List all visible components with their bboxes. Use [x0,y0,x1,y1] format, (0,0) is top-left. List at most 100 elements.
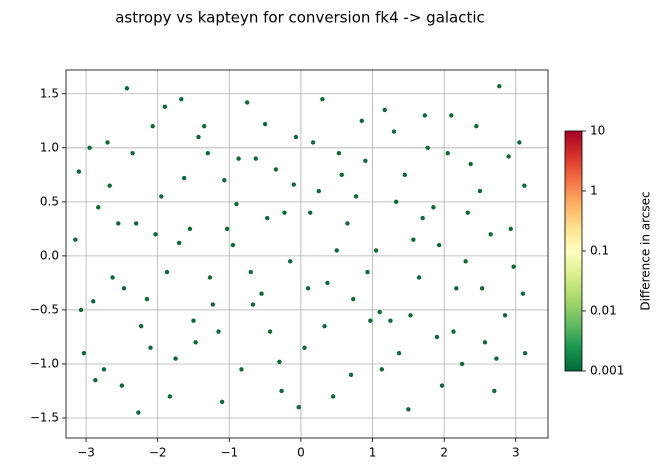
point [193,340,198,345]
y-tick-label: 0.5 [40,194,59,208]
point [420,215,425,221]
point [273,167,279,172]
x-tick-label: −3 [77,446,95,460]
x-tick-label: 3 [512,446,520,460]
point [219,399,225,404]
point [451,329,456,334]
point [488,232,493,237]
point [244,100,250,105]
point [78,307,84,313]
point [459,361,465,367]
point [377,309,382,315]
point [81,350,87,356]
point [322,323,327,329]
point [508,226,513,232]
point [406,407,411,412]
point [379,367,385,372]
point [153,232,158,237]
point [497,84,502,89]
colorbar-tick-label: 0.001 [590,364,624,378]
point [87,145,92,151]
point [365,269,370,275]
x-tick-label: 2 [440,446,448,460]
point [393,199,399,205]
colorbar-tick-label: 10 [590,124,605,138]
colorbar-tick-label: 0.01 [590,304,617,318]
point [310,140,316,145]
point [148,345,153,350]
point [431,205,436,210]
point [416,275,422,280]
point [330,394,336,399]
point [248,269,253,275]
point [477,188,483,194]
point [176,240,182,246]
x-tick-label: −2 [149,446,167,460]
point [320,96,325,102]
colorbar-label: Difference in arcsec [639,191,653,310]
point [522,183,527,188]
point [167,394,173,399]
y-tick-label: −0.5 [30,302,59,316]
point [173,356,178,361]
point [259,291,264,296]
point [230,242,236,248]
point [445,151,450,156]
point [253,156,258,161]
point [302,345,307,350]
point [224,226,230,232]
point [511,264,516,269]
point [267,329,273,334]
point [345,221,350,226]
point [316,188,322,194]
point [73,237,78,242]
point [236,156,241,161]
point [101,367,107,372]
x-tick-label: 0 [297,446,305,460]
colorbar-tick-label: 0.1 [590,244,609,258]
point [239,367,244,372]
point [91,299,96,304]
point [408,313,413,318]
point [216,329,221,334]
point [222,178,227,183]
point [150,123,155,129]
point [517,140,522,145]
point [436,242,442,248]
point [124,86,130,91]
x-tick-label: 1 [369,446,377,460]
point [250,302,256,307]
point [520,291,526,296]
point [334,248,339,253]
point [76,169,82,174]
point [449,113,454,118]
y-tick-label: −1.5 [30,411,59,425]
point [130,151,135,156]
point [210,302,216,307]
point [363,158,368,163]
point [373,248,379,253]
point [136,410,141,415]
point [119,383,125,388]
point [179,96,184,102]
point [291,182,296,187]
point [207,275,213,280]
point [339,172,344,178]
point [348,372,354,377]
point [196,134,201,140]
point [336,151,342,156]
point [522,350,528,356]
point [368,318,373,323]
y-tick-label: 1.5 [40,86,59,100]
point [474,123,479,129]
point [265,215,270,221]
point [105,140,110,145]
point [492,388,497,394]
chart-title: astropy vs kapteyn for conversion fk4 ->… [115,9,485,27]
point [396,350,402,356]
point [388,318,393,323]
y-tick-label: −1.0 [30,356,59,370]
point [439,383,445,388]
point [293,134,299,140]
